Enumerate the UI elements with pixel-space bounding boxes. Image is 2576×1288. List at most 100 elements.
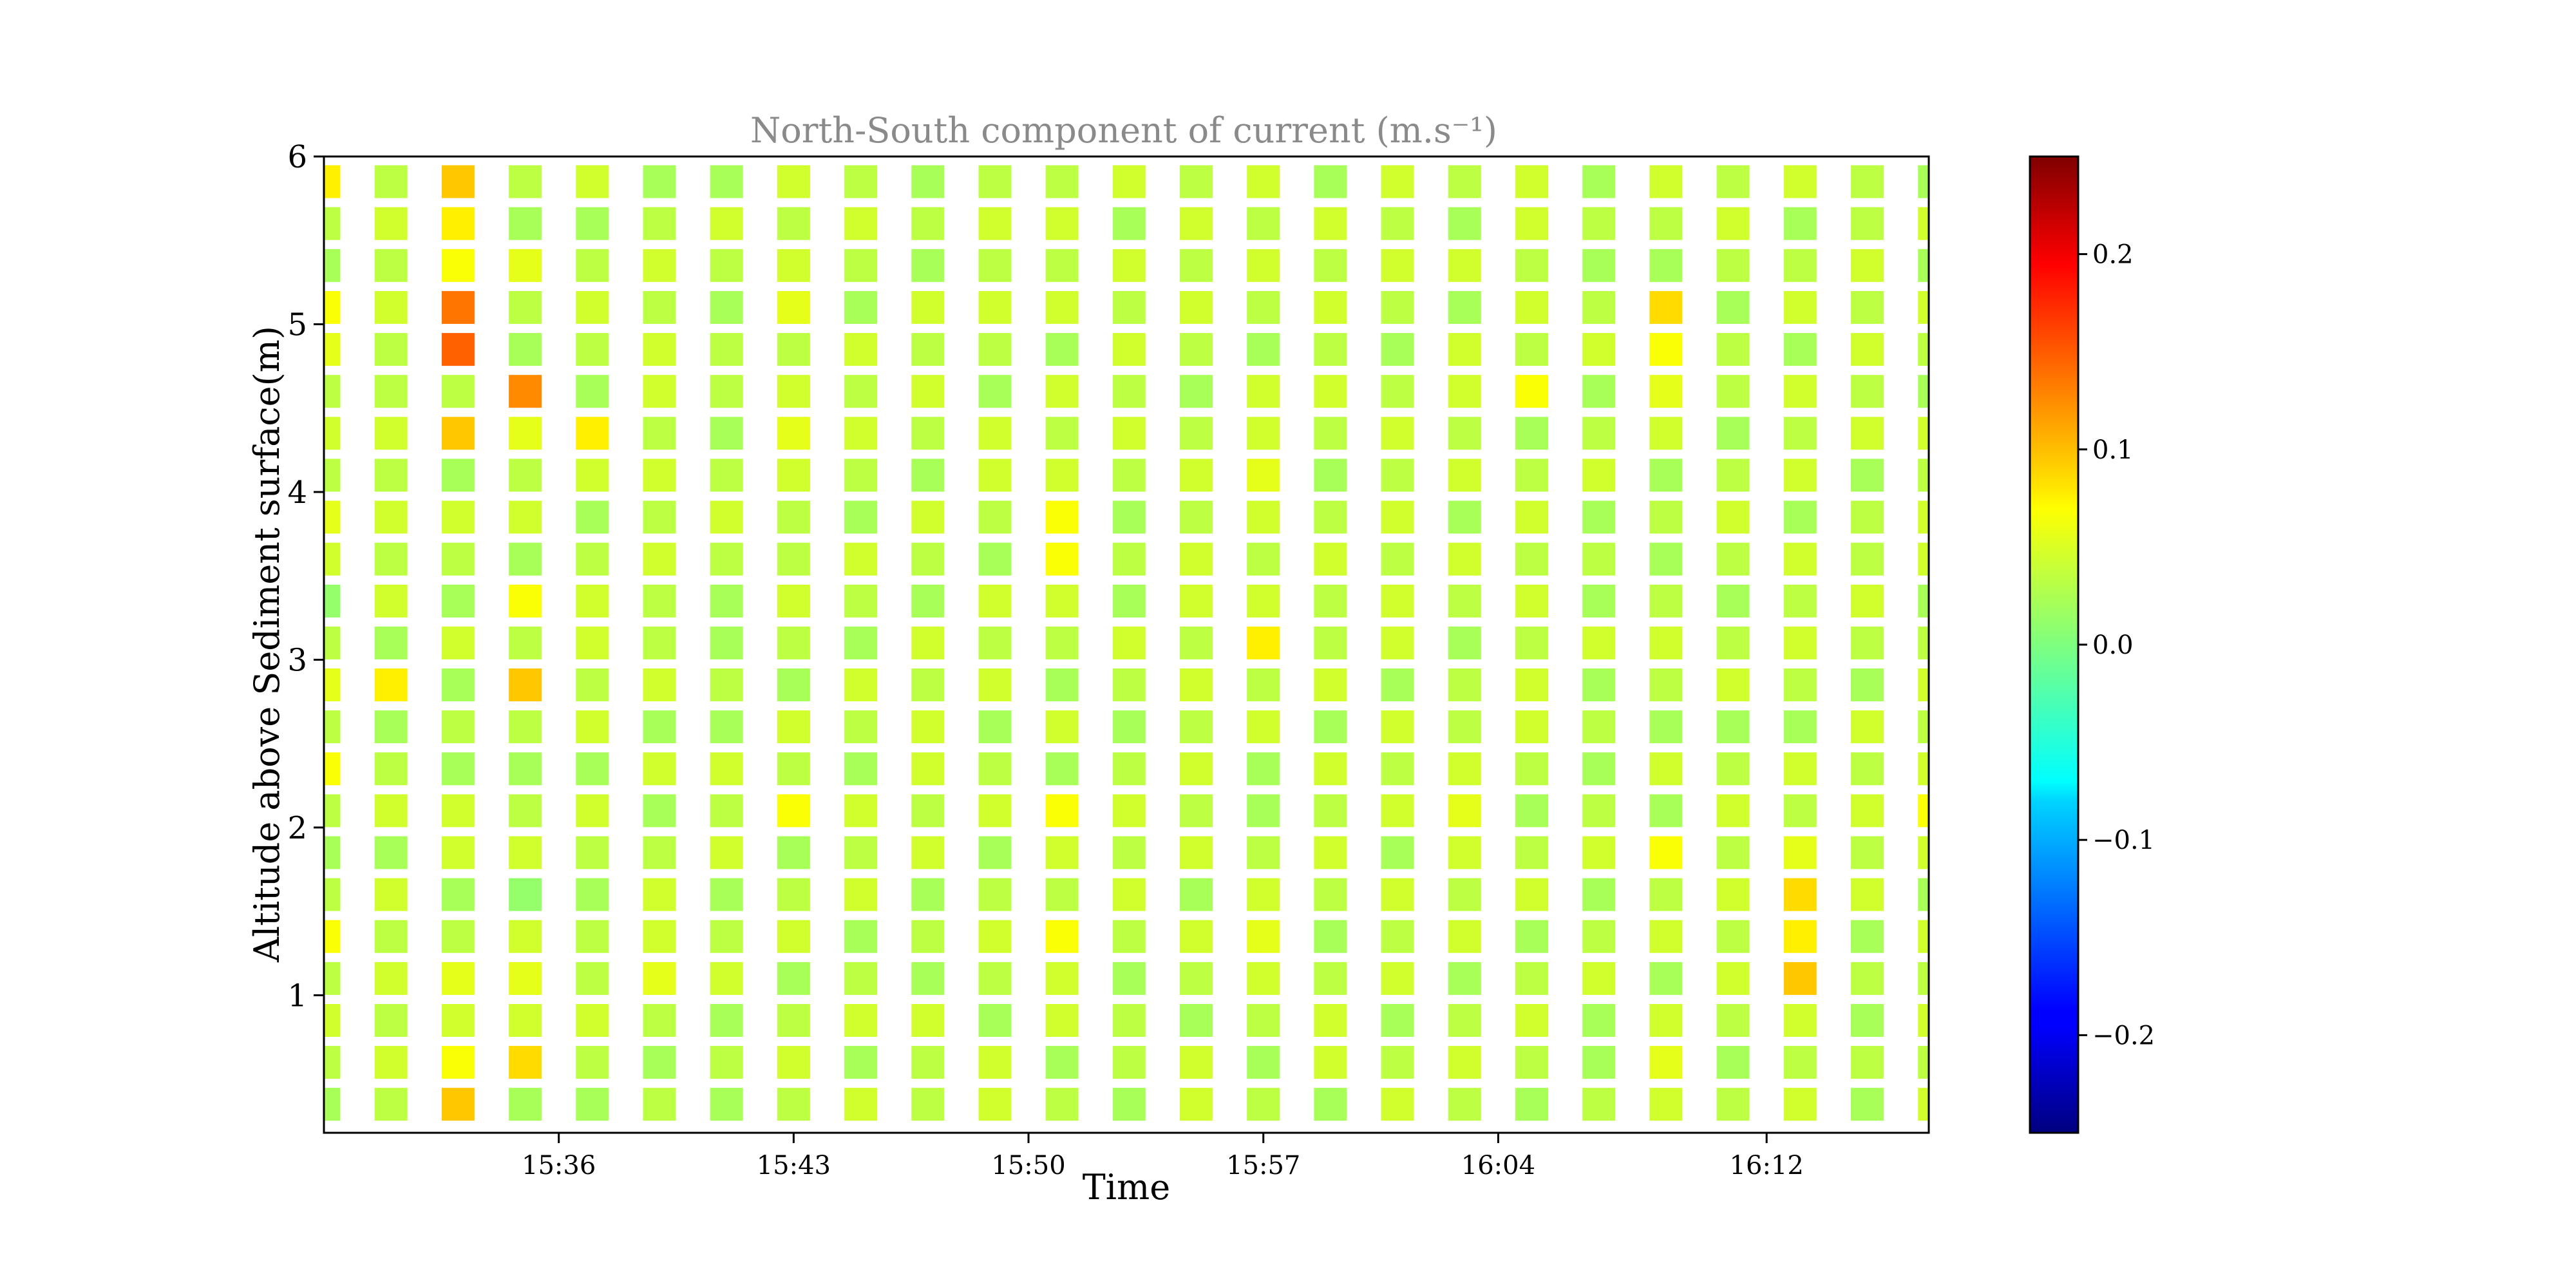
heatmap-cell [1180,459,1213,492]
heatmap-cell [1381,249,1414,282]
heatmap-cell [576,290,609,324]
heatmap-cell [1582,1046,1616,1079]
heatmap-cell [844,459,878,492]
heatmap-cell [1045,794,1079,828]
heatmap-cell [1381,333,1414,366]
heatmap-cell [1515,961,1548,995]
heatmap-cell [1515,124,1548,156]
heatmap-cell [1582,500,1616,534]
heatmap-cell [1448,165,1481,198]
heatmap-cell [1918,1046,1929,1079]
heatmap-cell [1314,961,1347,995]
heatmap-cell [911,710,945,744]
heatmap-cell [1448,290,1481,324]
heatmap-cell [1582,249,1616,282]
heatmap-cell [442,124,475,156]
heatmap-cell [1314,500,1347,534]
heatmap-cell [643,459,676,492]
heatmap-cell [441,333,475,366]
y-tick-label: 1 [287,978,307,1014]
heatmap-cell [1649,375,1683,408]
heatmap-cell [1582,668,1616,701]
heatmap-cell [324,1004,341,1037]
heatmap-cell [576,207,609,240]
heatmap-cell [1381,542,1414,576]
heatmap-cell [1851,500,1884,534]
heatmap-cell [777,878,810,911]
x-tick-label: 15:43 [757,1151,831,1180]
heatmap-cell [1515,794,1548,828]
heatmap-cell [978,626,1012,659]
heatmap-cell [375,124,408,156]
heatmap-cell [1448,961,1481,995]
heatmap-cell [777,626,810,659]
heatmap-cell [844,375,878,408]
heatmap-cell [324,417,341,450]
heatmap-cell [1783,333,1817,366]
heatmap-cell [844,290,878,324]
heatmap-cell [509,1004,542,1037]
heatmap-cell [710,1046,743,1079]
heatmap-cell [643,375,676,408]
heatmap-cell [1515,1088,1548,1121]
heatmap-cell [1716,836,1750,869]
heatmap-cell [1515,500,1548,534]
heatmap-cell [441,1004,475,1037]
heatmap-cell [374,459,408,492]
heatmap-cell [509,542,542,576]
heatmap-cell [1112,626,1146,659]
heatmap-cell [374,249,408,282]
heatmap-cell [374,878,408,911]
heatmap-cell [1180,333,1213,366]
heatmap-cell [911,1004,945,1037]
heatmap-cell [1515,417,1548,450]
heatmap-cell [374,794,408,828]
heatmap-cell [509,626,542,659]
heatmap-cell [1381,752,1414,786]
heatmap-cell [978,836,1012,869]
heatmap-cell [509,290,542,324]
heatmap-cell [576,1046,609,1079]
heatmap-cell [1783,1004,1817,1037]
heatmap-cell [1783,500,1817,534]
heatmap-cell [844,542,878,576]
heatmap-cell [911,878,945,911]
heatmap-cell [978,417,1012,450]
heatmap-cell [1180,290,1213,324]
heatmap-cell [1247,584,1280,618]
heatmap-cell [1448,459,1481,492]
heatmap-cell [1314,1088,1347,1121]
heatmap-cell [1180,961,1213,995]
heatmap-cell [643,207,676,240]
heatmap-cell [1180,249,1213,282]
heatmap-cell [1314,249,1347,282]
heatmap-cell [1045,710,1079,744]
heatmap-cell [1314,417,1347,450]
heatmap-cell [1649,668,1683,701]
heatmap-cell [1783,961,1817,995]
heatmap-cell [1716,794,1750,828]
heatmap-cell [1918,878,1929,911]
heatmap-cell [441,961,475,995]
heatmap-cell [1716,417,1750,450]
heatmap-cell [1918,290,1929,324]
heatmap-cell [1851,375,1884,408]
heatmap-cell [1918,375,1929,408]
heatmap-cell [1918,668,1929,701]
heatmap-cell [1851,1046,1884,1079]
heatmap-cell [643,417,676,450]
heatmap-cell [1649,584,1683,618]
heatmap-cell [1448,794,1481,828]
heatmap-cell [710,417,743,450]
heatmap-cell [441,626,475,659]
heatmap-cell [1649,290,1683,324]
heatmap-cell [1045,920,1079,953]
heatmap-cell [710,333,743,366]
heatmap-cell [1783,290,1817,324]
heatmap-cell [1918,584,1929,618]
heatmap-cell [1783,249,1817,282]
heatmap-cell [1783,752,1817,786]
y-tick-label: 5 [287,307,307,343]
heatmap-cell [1045,459,1079,492]
heatmap-cell [777,836,810,869]
